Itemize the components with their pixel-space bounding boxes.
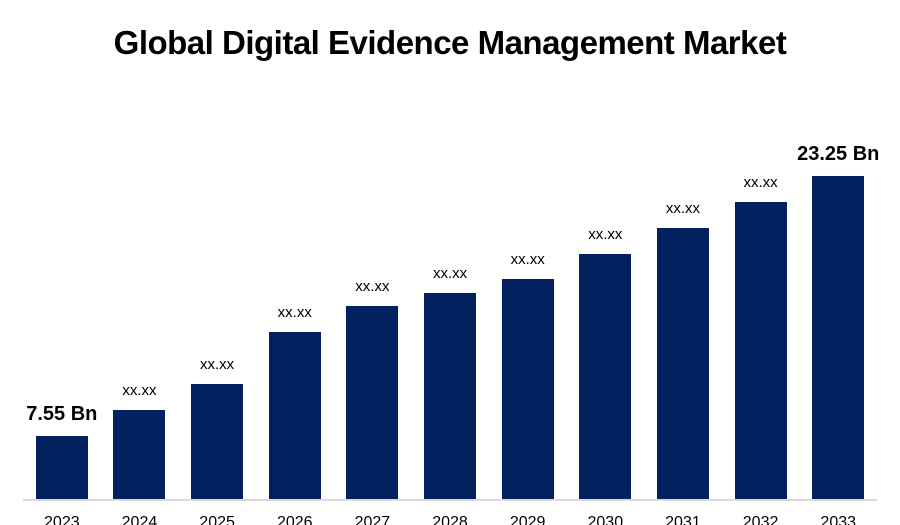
x-tick-label-2026: 2026 <box>276 514 313 525</box>
bar-column-2026: xx.xx <box>256 304 334 499</box>
bar-value-label: xx.xx <box>432 265 468 282</box>
bar-value-label: 7.55 Bn <box>26 403 98 425</box>
bar-column-2030: xx.xx <box>566 226 644 499</box>
bar-column-2029: xx.xx <box>489 251 567 499</box>
bar-chart: 7.55 Bn xx.xx xx.xx xx.xx xx.xx xx.xx xx.xx xx.… <box>23 120 880 525</box>
chart-title: Global Digital Evidence Management Marke… <box>113 24 787 61</box>
x-tick-label-2025: 2025 <box>199 514 235 525</box>
bar-2033 <box>812 176 865 499</box>
bar-2029 <box>501 279 554 499</box>
bar-value-label: xx.xx <box>355 278 390 295</box>
bar-value-label: xx.xx <box>510 251 545 268</box>
x-tick-label-2031: 2031 <box>665 514 701 525</box>
chart-canvas: Global Digital Evidence Management Marke… <box>0 24 900 525</box>
x-tick-label-2033: 2033 <box>820 514 857 525</box>
bar-2026 <box>268 332 321 499</box>
bar-2027 <box>346 306 399 499</box>
x-tick-label-2029: 2029 <box>509 514 546 525</box>
bar-column-2024: xx.xx <box>101 382 179 499</box>
bar-column-2023: 7.55 Bn <box>23 402 101 499</box>
bar-2030 <box>579 254 632 499</box>
bar-column-2033: 23.25 Bn <box>797 142 880 499</box>
bar-value-label: xx.xx <box>588 226 623 243</box>
bar-column-2031: xx.xx <box>644 200 722 499</box>
bar-column-2032: xx.xx <box>722 174 800 499</box>
bar-value-label: 23.25 Bn <box>797 143 880 165</box>
bar-2023 <box>35 436 88 499</box>
bar-value-label: xx.xx <box>743 174 778 191</box>
bar-column-2025: xx.xx <box>178 356 256 499</box>
bar-2024 <box>113 410 166 499</box>
bar-value-label: xx.xx <box>277 304 312 321</box>
x-tick-label-2032: 2032 <box>742 514 779 525</box>
x-tick-label-2027: 2027 <box>354 514 391 525</box>
bar-2031 <box>656 228 709 499</box>
bar-value-label: xx.xx <box>200 356 235 373</box>
x-tick-label-2030: 2030 <box>587 514 624 525</box>
x-axis-labels: 2023 2024 2025 2026 2027 2028 2029 2030 2031 2032… <box>23 501 877 525</box>
x-tick-label-2024: 2024 <box>121 514 158 525</box>
bar-2028 <box>424 293 477 499</box>
bar-value-label: xx.xx <box>665 200 701 217</box>
bar-column-2027: xx.xx <box>334 278 412 499</box>
bar-2032 <box>734 202 787 499</box>
plot-area: 7.55 Bn xx.xx xx.xx xx.xx xx.xx xx.xx xx.xx xx.… <box>23 120 880 501</box>
bar-value-label: xx.xx <box>122 382 157 399</box>
bar-2025 <box>191 384 244 499</box>
bar-column-2028: xx.xx <box>411 265 489 499</box>
x-tick-label-2023: 2023 <box>44 514 80 525</box>
x-tick-label-2028: 2028 <box>432 514 468 525</box>
